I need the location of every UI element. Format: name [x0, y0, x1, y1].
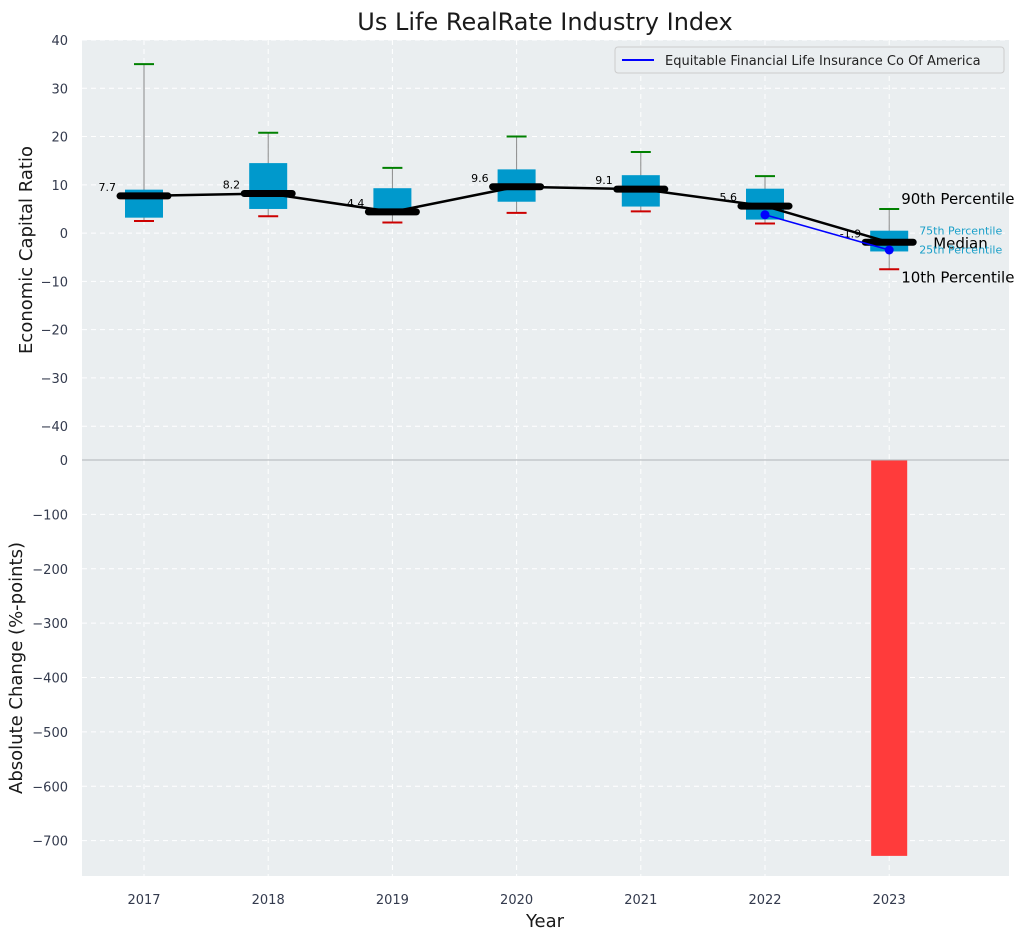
- bottom-y-tick-label: −400: [32, 672, 68, 687]
- label-90th-percentile: 90th Percentile: [901, 190, 1014, 208]
- legend-frame: [614, 46, 1005, 74]
- x-tick-label: 2020: [500, 893, 533, 908]
- median-value-label: 9.1: [595, 174, 613, 187]
- top-y-tick-label: 10: [51, 179, 68, 194]
- label-10th-percentile: 10th Percentile: [901, 268, 1014, 286]
- x-tick-label: 2023: [873, 893, 906, 908]
- legend-label: Equitable Financial Life Insurance Co Of…: [665, 54, 981, 69]
- top-y-tick-label: −40: [41, 420, 68, 435]
- top-y-tick-label: −10: [41, 275, 68, 290]
- median-value-label: 7.7: [99, 181, 117, 194]
- company-series-group: [760, 210, 894, 255]
- chart-title: Us Life RealRate Industry Index: [357, 8, 732, 36]
- label-25th-percentile: 25th Percentile: [919, 243, 1002, 256]
- bar-group: [871, 460, 908, 856]
- bottom-y-ticks: 0 −100 −200 −300 −400 −500 −600 −700: [32, 454, 68, 850]
- x-tick-label: 2017: [127, 893, 160, 908]
- median-value-label: 5.6: [720, 191, 738, 204]
- bottom-y-tick-label: −300: [32, 617, 68, 632]
- median-value-label: 9.6: [471, 172, 489, 185]
- change-bar: [871, 460, 908, 856]
- legend: Equitable Financial Life Insurance Co Of…: [614, 46, 1005, 74]
- company-point: [760, 210, 770, 220]
- x-tick-label: 2019: [376, 893, 409, 908]
- company-line: [764, 213, 890, 251]
- bottom-y-axis-label: Absolute Change (%-points): [6, 542, 27, 794]
- x-axis-label: Year: [525, 911, 565, 932]
- x-tick-label: 2022: [748, 893, 781, 908]
- top-y-tick-label: −20: [41, 324, 68, 339]
- top-y-tick-label: −30: [41, 372, 68, 387]
- top-y-tick-label: 0: [60, 227, 68, 242]
- iqr-box: [249, 163, 288, 209]
- x-tick-label: 2021: [624, 893, 657, 908]
- bottom-y-tick-label: −200: [32, 563, 68, 578]
- median-value-label: 8.2: [223, 179, 241, 192]
- top-y-tick-label: 30: [51, 82, 68, 97]
- bottom-y-tick-label: 0: [60, 454, 68, 469]
- percentile-labels: 90th Percentile 75th PercentileMedian25th…: [901, 190, 1014, 286]
- bottom-y-tick-label: −500: [32, 726, 68, 741]
- x-ticks: 2017 2018 2019 2020 2021 2022 2023: [127, 893, 905, 908]
- label-75th-percentile: 75th Percentile: [919, 225, 1002, 238]
- top-y-axis-label: Economic Capital Ratio: [16, 146, 37, 354]
- x-tick-label: 2018: [252, 893, 285, 908]
- company-point: [884, 245, 894, 255]
- top-y-tick-label: 40: [51, 34, 68, 49]
- bottom-y-tick-label: −100: [32, 508, 68, 523]
- bottom-plot-area: [82, 460, 1009, 876]
- top-y-ticks: 40 30 20 10 0 −10 −20 −30 −40: [41, 34, 68, 435]
- top-plot-area: [82, 40, 1009, 460]
- label-median: Median: [933, 234, 988, 252]
- top-y-tick-label: 20: [51, 131, 68, 146]
- median-value-label: 4.4: [347, 197, 365, 210]
- bottom-y-tick-label: −700: [32, 835, 68, 850]
- bottom-y-tick-label: −600: [32, 780, 68, 795]
